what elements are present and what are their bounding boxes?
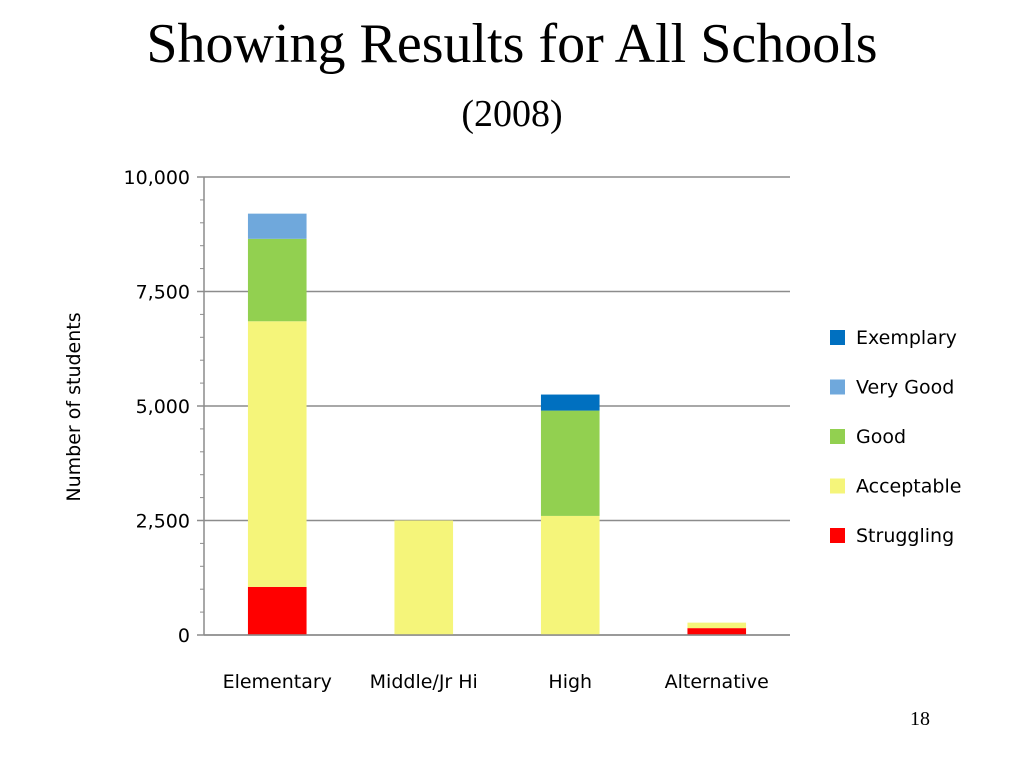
legend: Exemplary Very Good Good Acceptable Struggli… [830,327,961,547]
legend-label: Exemplary [856,327,957,349]
axes: 0 2,500 5,000 7,500 10,000 Elementary Middle/J… [124,167,790,693]
legend-swatch [830,379,845,395]
slide-subtitle: (2008) [461,93,563,135]
bar-segment [247,586,307,635]
bar-segment [687,628,747,635]
bars [247,213,747,635]
bar-segment [540,515,600,635]
legend-label: Acceptable [856,476,961,498]
y-tick-label: 0 [178,625,190,647]
bar-segment [394,520,454,635]
legend-swatch [830,478,845,494]
x-category-label: High [548,671,592,693]
legend-label: Very Good [856,377,954,399]
y-tick-label: 10,000 [124,167,190,189]
legend-label: Good [856,426,906,448]
x-category-label: Middle/Jr Hi [370,671,478,693]
legend-swatch [830,429,845,444]
bar-segment [687,622,747,629]
bar-segment [540,394,600,411]
y-tick-label: 2,500 [136,511,190,533]
legend-label: Struggling [856,525,954,547]
bar-segment [540,410,600,516]
bar-segment [247,213,307,239]
y-tick-label: 7,500 [136,282,190,304]
legend-swatch [830,528,845,543]
y-axis-title: Number of students [63,312,85,501]
slide-title: Showing Results for All Schools [146,13,878,75]
y-tick-label: 5,000 [136,396,190,418]
bar-segment [247,321,307,587]
x-category-label: Elementary [223,671,332,693]
legend-swatch [830,330,845,345]
x-category-label: Alternative [665,671,769,693]
page-number: 18 [910,708,930,730]
bar-segment [247,238,307,322]
